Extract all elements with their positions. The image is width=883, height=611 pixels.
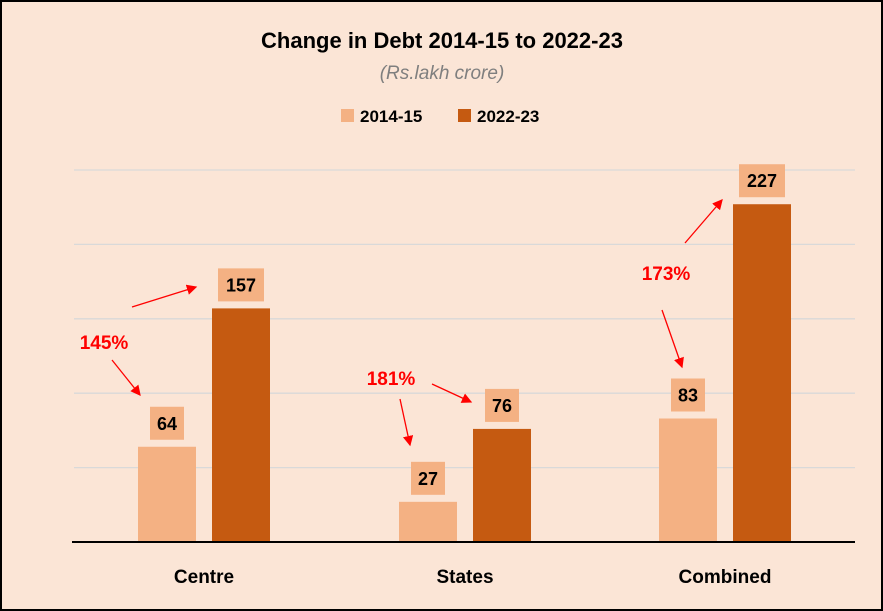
x-tick-label: Combined <box>679 567 772 588</box>
legend-swatch-2014-15 <box>341 109 354 122</box>
arrow-icon <box>131 284 198 308</box>
arrow-icon <box>684 199 723 244</box>
bar-2014-15-states <box>399 501 457 542</box>
growth-annotation-centre: 145% <box>80 333 129 354</box>
arrow-icon <box>399 398 414 447</box>
legend-label-2014-15: 2014-15 <box>360 107 422 126</box>
bar-2022-23-combined <box>733 204 791 542</box>
data-label: 157 <box>226 275 256 295</box>
legend: 2014-15 2022-23 <box>341 107 539 126</box>
data-label: 76 <box>492 396 512 416</box>
data-label-box <box>485 388 519 422</box>
legend-label-2022-23: 2022-23 <box>477 107 539 126</box>
data-label-box <box>218 268 264 302</box>
chart-subtitle: (Rs.lakh crore) <box>380 63 505 84</box>
data-label-box <box>671 378 705 412</box>
bar-2014-15-centre <box>138 446 196 542</box>
data-label: 227 <box>747 171 777 191</box>
growth-annotation-combined: 173% <box>642 264 691 285</box>
arrow-icon <box>661 309 684 369</box>
arrow-icon <box>111 359 141 397</box>
x-tick-label: States <box>436 567 493 588</box>
chart-title: Change in Debt 2014-15 to 2022-23 <box>261 28 623 53</box>
arrow-icon <box>431 383 473 403</box>
data-label-box <box>411 461 445 495</box>
data-label: 83 <box>678 385 698 405</box>
data-label: 64 <box>157 414 177 434</box>
bar-2014-15-combined <box>659 418 717 542</box>
bar-2022-23-centre <box>212 308 270 542</box>
data-label-box <box>150 406 184 440</box>
data-label-box <box>739 164 785 198</box>
bar-2022-23-states <box>473 428 531 542</box>
legend-swatch-2022-23 <box>458 109 471 122</box>
x-tick-label: Centre <box>174 567 234 588</box>
data-label: 27 <box>418 469 438 489</box>
growth-annotation-states: 181% <box>367 369 416 390</box>
